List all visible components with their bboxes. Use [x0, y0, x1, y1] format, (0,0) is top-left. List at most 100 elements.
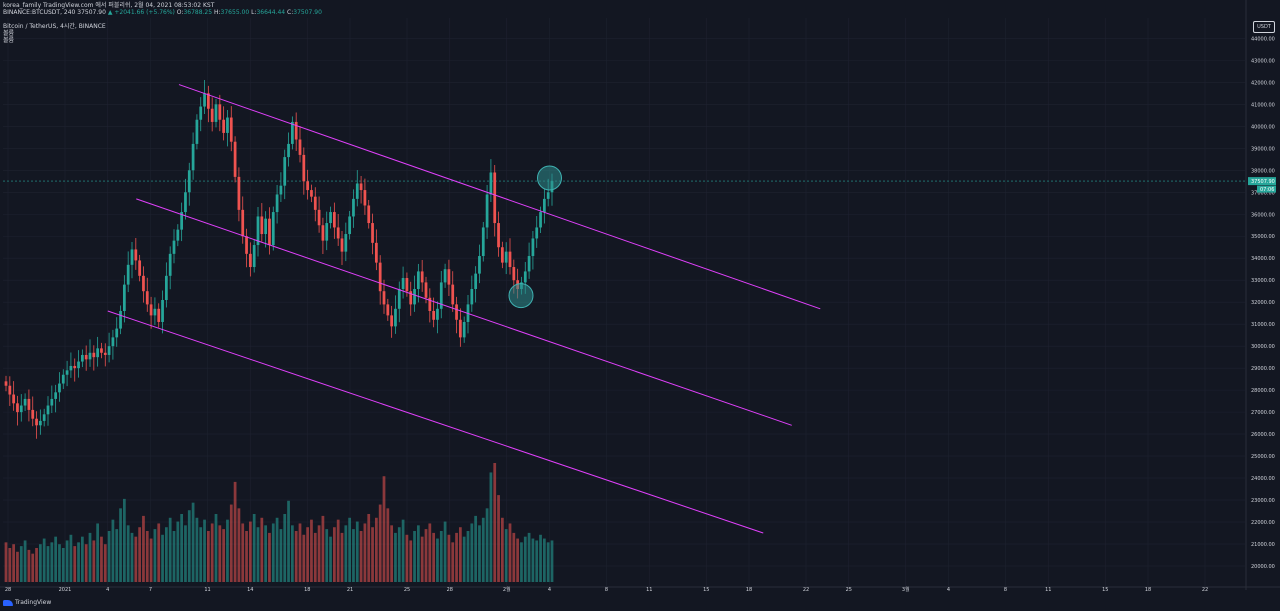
time-tick-label: 8	[605, 587, 608, 593]
candle-body	[428, 297, 432, 311]
candle-body	[77, 361, 80, 369]
volume-bar	[237, 508, 241, 582]
volume-bar	[374, 517, 378, 582]
volume-bar	[436, 538, 439, 582]
candle-body	[130, 249, 134, 265]
volume-bar	[302, 534, 306, 582]
price-tick-label: 34000.00	[1251, 256, 1275, 262]
volume-study-label[interactable]: 볼륨	[3, 30, 15, 37]
volume-bar	[497, 495, 500, 582]
volume-bar	[153, 529, 157, 582]
volume-bar	[325, 529, 329, 582]
volume-bar	[271, 523, 275, 582]
volume-bar	[413, 531, 416, 582]
time-axis[interactable]: 28 2021 4 7 11 14 18 21 25 28 2월 4 8 11 15 18 22 25 3월 4 8 11…	[5, 586, 1208, 593]
candle-body	[451, 284, 455, 305]
candle-body	[80, 354, 84, 362]
volume-bar	[344, 525, 348, 582]
volume-bar	[313, 532, 317, 582]
price-tick-label: 23000.00	[1251, 498, 1275, 504]
trend-channel[interactable]	[107, 84, 821, 534]
candle-body	[458, 319, 462, 338]
time-tick-label: 21	[347, 587, 353, 593]
candle-body	[222, 119, 226, 133]
candle-body	[401, 278, 405, 290]
candle-body	[134, 249, 138, 261]
volume-bar	[191, 502, 195, 582]
volume-bar	[386, 508, 390, 582]
price-tick-label: 44000.00	[1251, 36, 1275, 42]
candle-body	[363, 190, 367, 206]
volume-bar	[206, 531, 210, 582]
volume-bar	[264, 525, 268, 582]
candle-body	[103, 352, 107, 355]
candle-body	[176, 229, 180, 241]
volume-bar	[363, 523, 367, 582]
volume-bar	[443, 521, 447, 582]
volume-bars	[4, 463, 554, 582]
candle-body	[271, 212, 275, 246]
candle-body	[390, 315, 394, 327]
countdown-label: 07:06	[1260, 187, 1274, 193]
volume-bar	[61, 548, 65, 582]
time-tick-label: 18	[304, 587, 310, 593]
candle-body	[359, 183, 363, 191]
volume-bar	[523, 536, 527, 582]
candle-body	[229, 117, 233, 142]
time-tick-label: 2021	[59, 587, 72, 593]
price-tick-label: 24000.00	[1251, 476, 1275, 482]
volume-bar	[145, 531, 149, 582]
price-tick-label: 43000.00	[1251, 58, 1275, 64]
candle-body	[88, 352, 92, 360]
volume-bar	[275, 517, 279, 582]
time-tick-label: 4	[548, 587, 551, 593]
volume-bar	[126, 525, 130, 582]
candle-body	[184, 192, 187, 213]
price-tick-label: 32000.00	[1251, 300, 1275, 306]
volume-bar	[214, 514, 218, 582]
volume-bar	[416, 525, 420, 582]
price-tick-label: 33000.00	[1251, 278, 1275, 284]
candle-body	[264, 218, 268, 235]
open-label: O:	[176, 9, 184, 16]
volume-bar	[394, 532, 397, 582]
time-tick-label: 4	[947, 587, 950, 593]
price-tick-label: 39000.00	[1251, 146, 1275, 152]
candle-body	[420, 271, 424, 283]
last-price-badge	[1248, 177, 1276, 186]
volume-bar	[439, 531, 443, 582]
volume-bar	[508, 523, 512, 582]
volume-bar	[92, 540, 96, 582]
price-axis[interactable]: 20000.00 21000.00 22000.00 23000.00 24000.00…	[1248, 36, 1276, 570]
volume-bar	[96, 523, 100, 582]
channel-line-1	[178, 84, 821, 310]
candle-body	[367, 205, 371, 224]
volume-bar	[451, 542, 455, 582]
candle-body	[42, 414, 46, 421]
volume-study-label-2[interactable]: 볼륨	[3, 37, 15, 44]
volume-bar	[233, 481, 237, 582]
currency-button[interactable]: USDT	[1253, 21, 1275, 33]
volume-bar	[542, 538, 546, 582]
brand-label: TradingView	[15, 599, 52, 606]
candle-body	[153, 308, 157, 316]
candle-body	[336, 227, 340, 239]
volume-bar	[520, 542, 523, 582]
close-label: C:	[287, 9, 294, 16]
candle-body	[245, 236, 248, 254]
candle-body	[206, 93, 210, 109]
candle-body	[149, 304, 153, 316]
volume-bar	[115, 529, 119, 582]
volume-bar	[268, 532, 271, 582]
volume-bar	[428, 523, 432, 582]
price-tick-label: 28000.00	[1251, 388, 1275, 394]
close-value: 37507.90	[293, 9, 322, 16]
candle-body	[145, 291, 149, 305]
volume-bar	[12, 544, 16, 582]
time-tick-label: 11	[1045, 587, 1051, 593]
candle-body	[443, 269, 447, 283]
price-tick-label: 31000.00	[1251, 322, 1275, 328]
candle-body	[100, 348, 103, 353]
volume-bar	[65, 540, 69, 582]
